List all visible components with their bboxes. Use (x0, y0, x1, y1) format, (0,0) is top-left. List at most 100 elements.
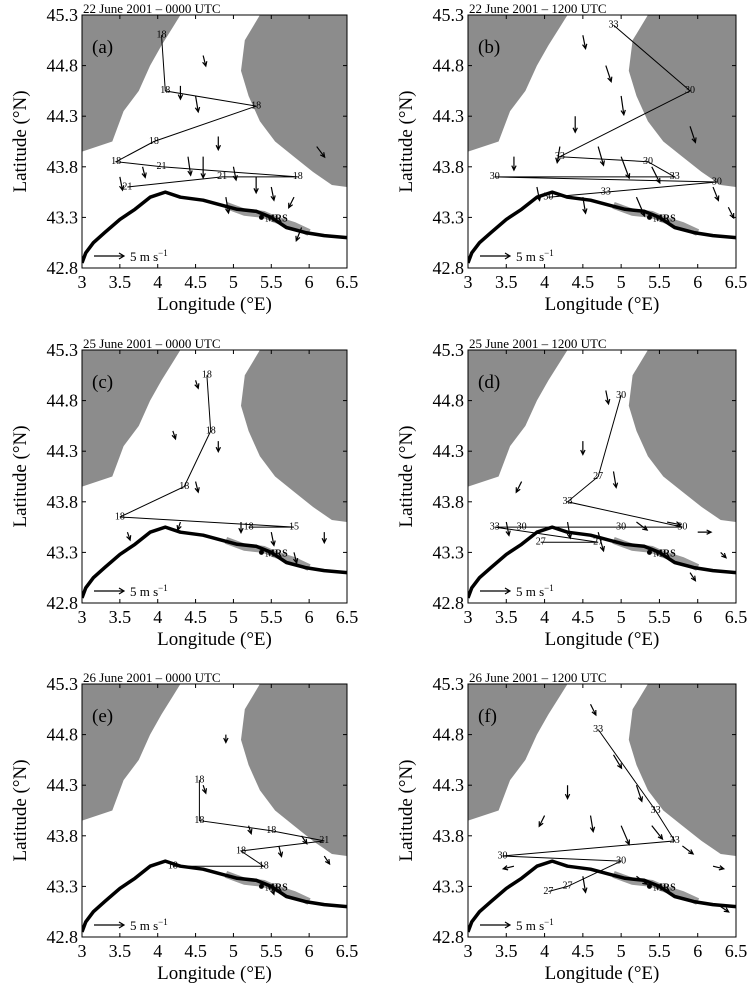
land-east (628, 350, 736, 522)
wind-vector-arrow (200, 156, 206, 180)
contour-label: 27 (563, 881, 573, 892)
scale-arrow (480, 587, 512, 595)
y-tick-label: 44.8 (433, 391, 465, 411)
wind-vector-arrow (597, 531, 605, 553)
wind-vector-arrow (253, 176, 259, 195)
land-east (241, 15, 347, 187)
x-axis-label: Longitude (°E) (157, 294, 272, 315)
wind-vector-arrow (727, 207, 735, 220)
contour-label: 18 (115, 511, 125, 522)
wind-vector-arrow (505, 521, 511, 537)
y-tick-label: 42.8 (433, 258, 465, 278)
y-tick-label: 45.3 (47, 5, 79, 25)
wind-vector-arrow (689, 572, 697, 582)
contour-label: 30 (490, 171, 500, 182)
panel-frame (467, 683, 737, 938)
contour-label: 18 (168, 860, 178, 871)
contour-label: 18 (244, 521, 254, 532)
y-axis-label: Latitude (°N) (10, 425, 31, 527)
city-label-mrs: MRS (653, 213, 676, 224)
contour-line (494, 24, 717, 198)
contour-label: 18 (266, 825, 276, 836)
x-tick-label: 5 (617, 607, 626, 627)
contour-label: 30 (685, 85, 695, 96)
coastline (82, 525, 347, 599)
wind-vector-arrow (589, 703, 597, 717)
contour-label: 18 (194, 815, 204, 826)
x-axis-label: Longitude (°E) (157, 963, 272, 984)
land-west (82, 684, 181, 821)
mrs-marker (646, 214, 652, 220)
contour-label: 21 (157, 161, 167, 172)
y-tick-label: 43.3 (47, 876, 79, 896)
wind-vector-arrow (171, 430, 177, 441)
wind-vector-arrow (555, 146, 561, 165)
x-tick-label: 5.5 (260, 272, 283, 292)
x-axis-label: Longitude (°E) (545, 629, 660, 650)
panel-letter: (f) (478, 706, 497, 727)
scale-label-exponent: −1 (544, 248, 554, 258)
wind-vector-arrow (635, 785, 644, 803)
wind-vector-arrow (651, 825, 664, 841)
y-tick-label: 43.3 (433, 207, 465, 227)
x-tick-label: 4.5 (572, 272, 595, 292)
wind-vector-arrow (247, 825, 253, 835)
contour-label: 27 (593, 471, 603, 482)
panel-letter: (d) (478, 372, 500, 393)
panel-frame (467, 14, 737, 269)
y-tick-label: 44.8 (433, 725, 465, 745)
y-tick-label: 45.3 (47, 340, 79, 360)
scale-label-exponent: −1 (158, 248, 168, 258)
scale-label-exponent: −1 (544, 583, 554, 593)
y-tick-label: 45.3 (47, 674, 79, 694)
y-tick-label: 43.3 (433, 542, 465, 562)
wind-vector-arrow (635, 196, 646, 218)
y-tick-label: 44.8 (433, 56, 465, 76)
wind-vector-arrow (215, 136, 222, 152)
mrs-marker (646, 549, 652, 555)
contour-label: 33 (670, 171, 680, 182)
contour-label: 33 (608, 19, 618, 30)
wind-vector-arrow (582, 876, 588, 894)
land-east (241, 684, 347, 856)
x-axis-label: Longitude (°E) (545, 963, 660, 984)
y-tick-label: 43.3 (47, 207, 79, 227)
y-tick-label: 42.8 (433, 927, 465, 947)
wind-vector-arrow (566, 521, 573, 540)
contour-label: 30 (616, 390, 626, 401)
contour-label: 18 (259, 860, 269, 871)
scale-arrow (480, 921, 512, 929)
land-east (628, 684, 736, 856)
y-tick-label: 42.8 (47, 593, 79, 613)
y-tick-label: 42.8 (47, 258, 79, 278)
x-tick-label: 4.5 (184, 272, 207, 292)
wind-vector-arrow (321, 532, 328, 545)
contour-label: 18 (251, 100, 261, 111)
wind-vector-arrow (580, 441, 586, 456)
panel-title: 26 June 2001 – 0000 UTC (83, 670, 221, 685)
x-tick-label: 5.5 (648, 941, 671, 961)
panel-frame (81, 349, 348, 604)
wind-vector-arrow (612, 471, 619, 489)
contour-label: 21 (217, 171, 227, 182)
contour-label: 18 (202, 370, 212, 381)
wind-vector-arrow (323, 855, 331, 866)
x-tick-label: 6.5 (336, 941, 359, 961)
panel-letter: (c) (92, 372, 113, 393)
y-axis-label: Latitude (°N) (396, 425, 417, 527)
city-label-mrs: MRS (265, 882, 288, 893)
y-axis-label: Latitude (°N) (396, 759, 417, 861)
y-tick-label: 44.8 (47, 391, 79, 411)
x-tick-label: 3 (78, 272, 87, 292)
x-tick-label: 4.5 (184, 941, 207, 961)
land-east (628, 15, 736, 187)
mrs-marker (258, 883, 264, 889)
wind-vector-arrow (223, 734, 229, 744)
contour-label: 18 (160, 85, 170, 96)
wind-vector-arrow (597, 146, 605, 167)
x-tick-label: 6.5 (725, 941, 748, 961)
y-tick-label: 45.3 (433, 5, 465, 25)
